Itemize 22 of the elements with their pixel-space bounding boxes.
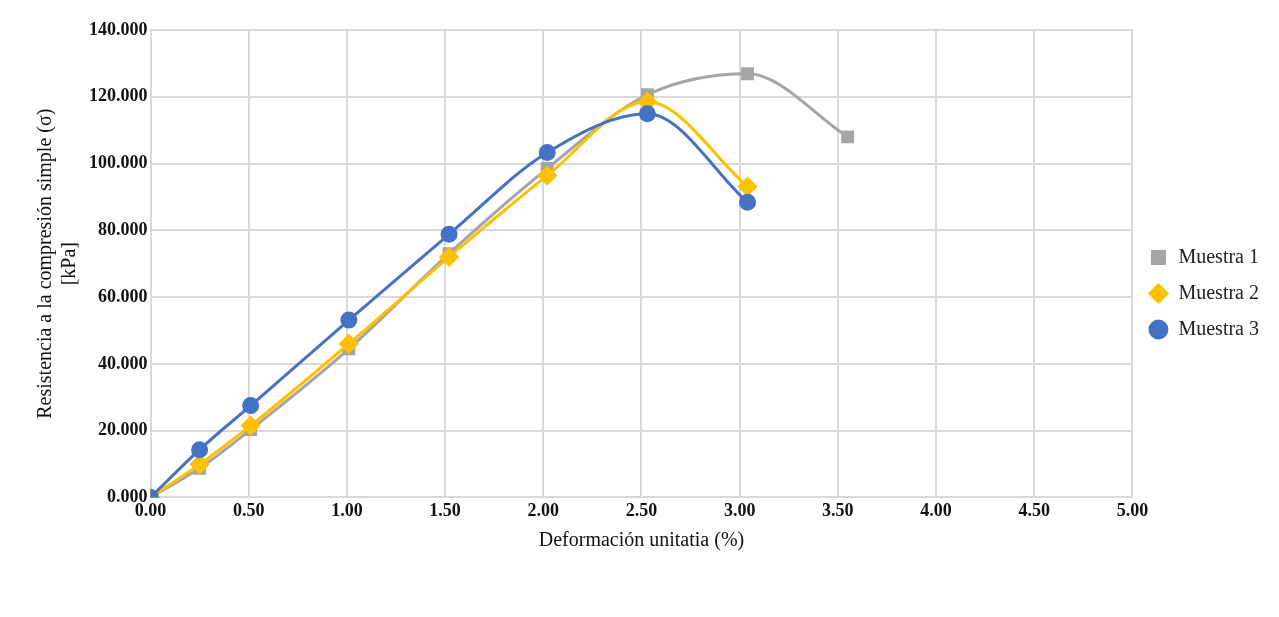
y-tick-label: 60.000 <box>98 285 148 306</box>
x-axis-title: Deformación unitatia (%) <box>538 528 745 552</box>
y-tick-label: 140.000 <box>89 18 148 39</box>
x-tick-label: 2.00 <box>527 499 560 520</box>
legend-label: Muestra 1 <box>1178 244 1260 267</box>
x-tick-label: 0.50 <box>232 499 265 520</box>
x-tick-label: 2.50 <box>625 499 658 520</box>
y-tick-label: 80.000 <box>98 218 148 239</box>
y-tick-label: 40.000 <box>98 352 148 373</box>
x-tick-label: 1.00 <box>331 499 363 520</box>
legend-label: Muestra 3 <box>1178 316 1260 339</box>
legend-label: Muestra 2 <box>1178 280 1260 303</box>
x-tick-label: 5.00 <box>1116 499 1149 520</box>
x-tick-label: 3.00 <box>723 499 756 520</box>
y-tick-label: 120.000 <box>89 85 148 106</box>
x-tick-label: 4.00 <box>920 499 952 520</box>
y-tick-label: 100.000 <box>89 152 148 173</box>
y-axis-title: Resistencia a la compresión simple (σ) [kPa] <box>33 108 80 419</box>
x-tick-label: 4.50 <box>1018 499 1051 520</box>
x-tick-label: 1.50 <box>429 499 461 520</box>
y-tick-label: 20.000 <box>98 419 148 440</box>
x-tick-label: 3.50 <box>822 499 854 520</box>
